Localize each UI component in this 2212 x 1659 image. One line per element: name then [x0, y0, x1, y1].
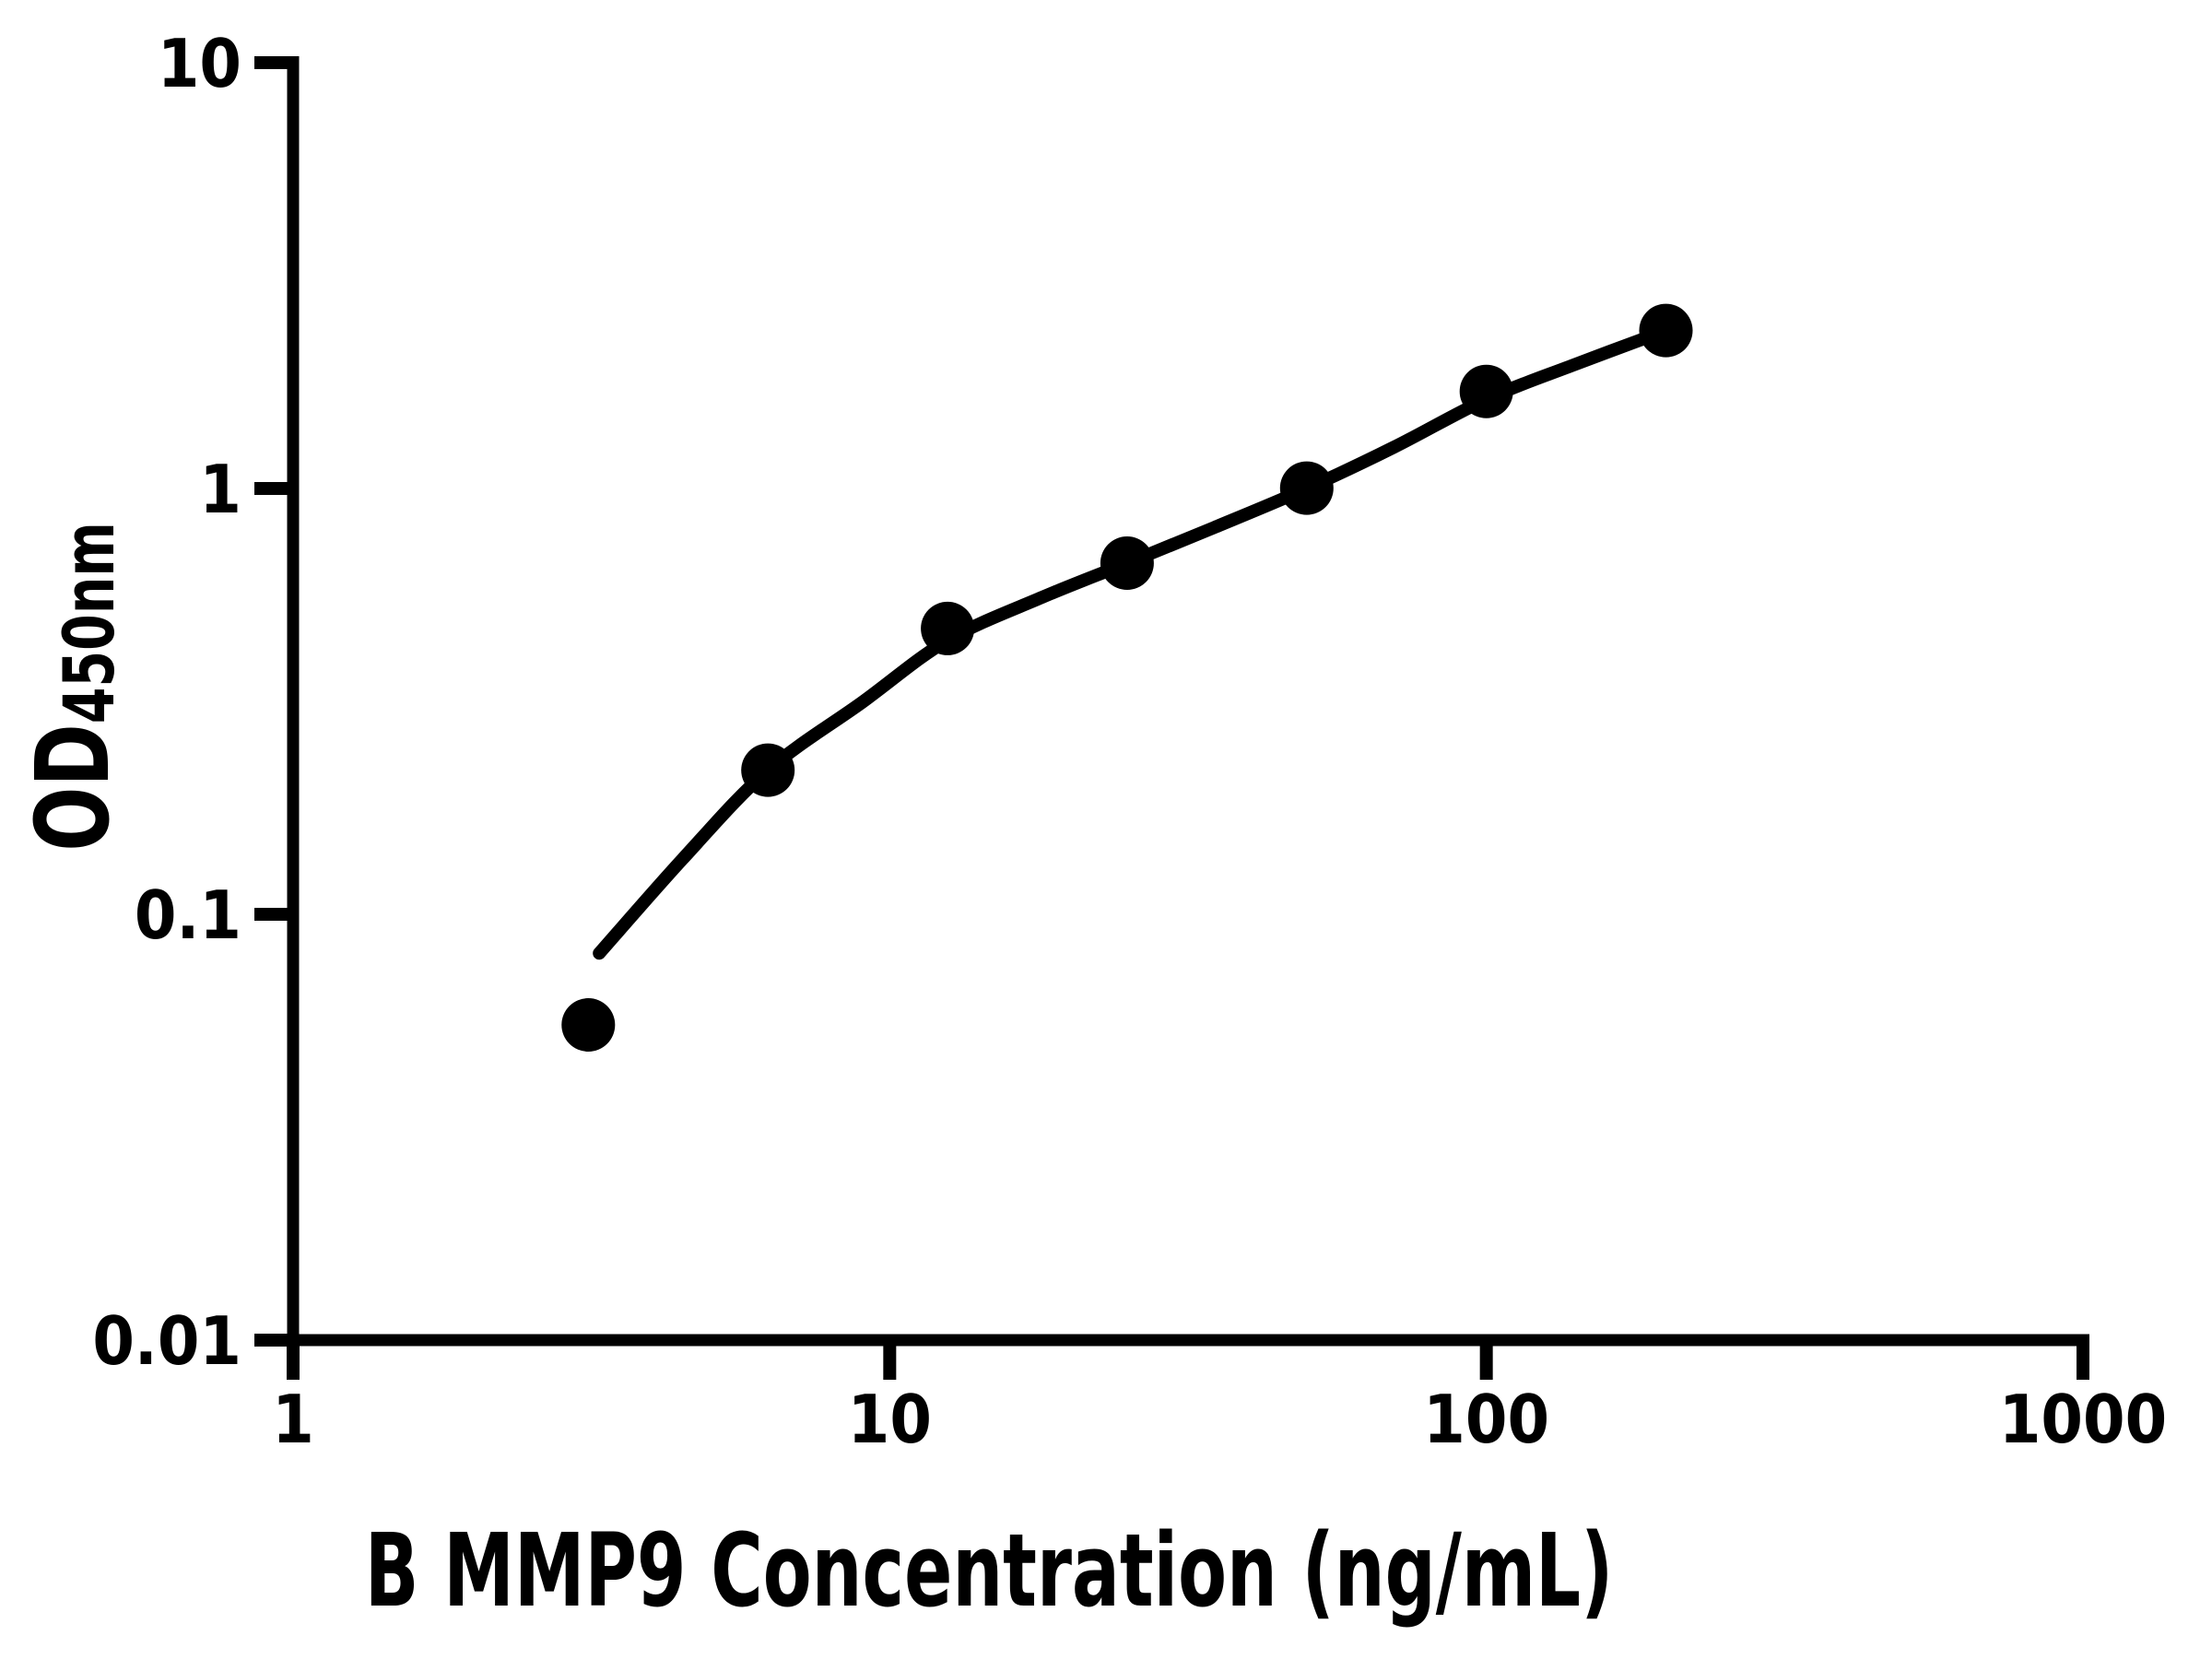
x-tick-label: 1000 [1999, 1382, 2167, 1459]
data-points [561, 303, 1693, 1052]
data-point [1279, 461, 1334, 515]
data-point [1459, 364, 1513, 418]
y-axis-title-subscript: 450nm [49, 522, 130, 724]
y-axis-ticks: 10 1 0.1 0.01 [92, 26, 300, 1381]
x-axis-ticks: 1 10 100 1000 [272, 1340, 2167, 1459]
data-point [921, 601, 975, 655]
y-axis-title: OD450nm [14, 522, 132, 852]
data-point [741, 743, 795, 797]
x-tick-label: 10 [848, 1382, 932, 1459]
fit-curve-line [593, 324, 1673, 960]
x-axis-title: B MMP9 Concentration (ng/mL) [365, 1512, 1614, 1630]
data-point [561, 998, 616, 1052]
x-tick-label: 1 [272, 1382, 314, 1459]
x-tick-label: 100 [1423, 1382, 1549, 1459]
axes [287, 56, 2089, 1347]
y-tick-label: 0.1 [135, 877, 241, 955]
y-axis-title-main: OD [14, 724, 132, 852]
y-tick-label: 0.01 [92, 1303, 241, 1381]
data-point [1100, 536, 1154, 590]
y-tick-label: 1 [199, 452, 241, 529]
y-tick-label: 10 [158, 26, 241, 103]
data-point [1639, 303, 1693, 358]
